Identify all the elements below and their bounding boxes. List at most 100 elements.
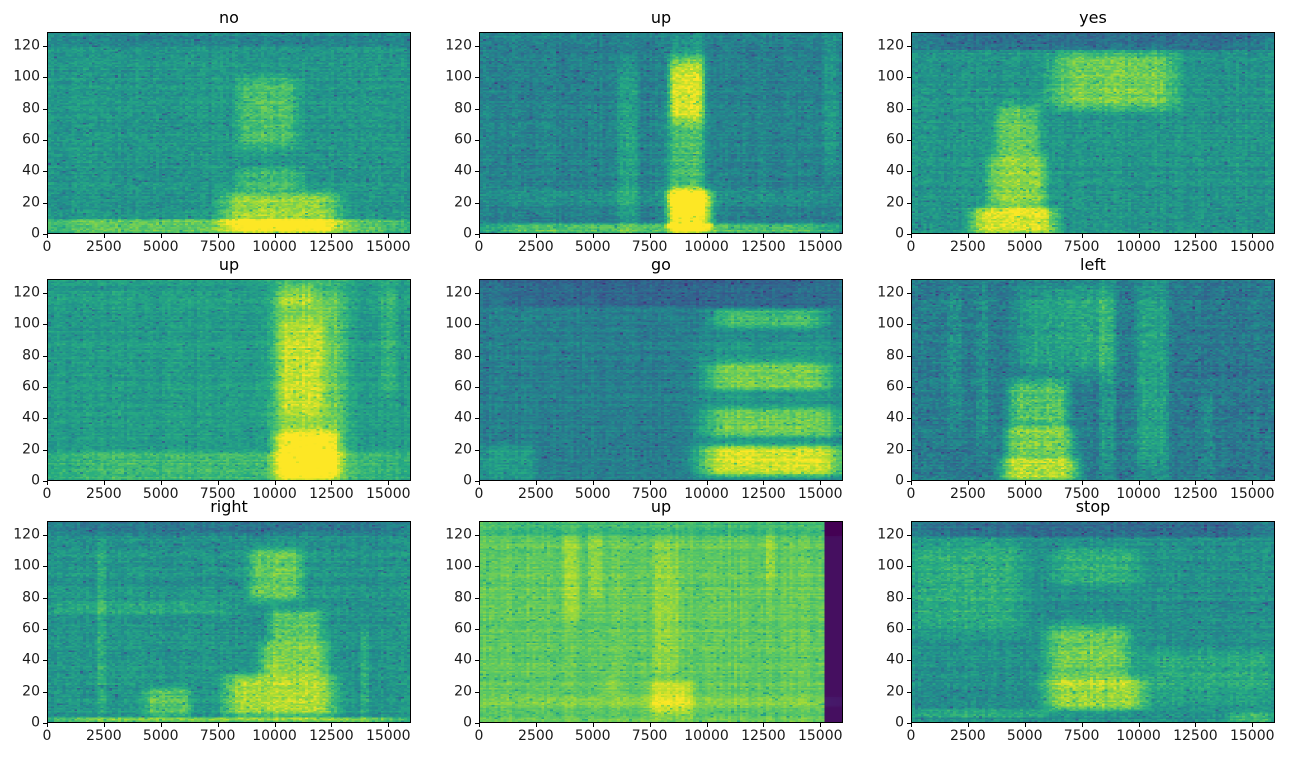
axes-frame <box>911 521 1275 723</box>
y-tick-label: 40 <box>454 162 472 179</box>
x-tick-label: 15000 <box>365 728 411 744</box>
x-tick-mark <box>160 481 162 485</box>
x-tick-mark <box>967 723 969 727</box>
axes-frame <box>479 279 843 481</box>
y-tick-label: 0 <box>31 225 40 242</box>
x-tick-label: 15000 <box>365 486 411 502</box>
x-tick-label: 7500 <box>631 486 668 502</box>
x-tick-mark <box>649 481 651 485</box>
x-tick-label: 0 <box>474 728 484 744</box>
x-tick-label: 10000 <box>1116 486 1161 502</box>
y-tick-mark <box>475 449 479 451</box>
x-tick-label: 5000 <box>574 486 611 502</box>
y-tick-label: 0 <box>31 472 40 489</box>
y-tick-label: 120 <box>13 526 40 543</box>
y-tick-label: 40 <box>22 162 40 179</box>
y-tick-mark <box>907 629 911 631</box>
x-tick-mark <box>388 481 390 485</box>
x-tick-label: 7500 <box>631 239 668 255</box>
y-tick-label: 120 <box>13 37 40 54</box>
spectrogram-image <box>912 280 1274 480</box>
y-tick-label: 60 <box>886 378 904 395</box>
x-tick-label: 0 <box>906 239 916 255</box>
x-tick-label: 2500 <box>86 728 122 744</box>
y-tick-label: 120 <box>445 526 472 543</box>
x-tick-label: 12500 <box>1173 486 1218 502</box>
y-tick-label: 120 <box>13 284 40 301</box>
x-tick-label: 12500 <box>741 486 786 502</box>
subplot-3-up: up 0 2500 5000 7500 10000 12500 15000 0 20 40 60 80… <box>13 255 411 502</box>
y-tick-mark <box>43 535 47 537</box>
x-tick-mark <box>217 723 219 727</box>
subplot-4-go: go 0 2500 5000 7500 10000 12500 15000 0 20 40 60 80… <box>445 255 843 502</box>
x-tick-mark <box>535 481 537 485</box>
y-tick-label: 20 <box>886 194 904 211</box>
y-tick-label: 80 <box>22 100 40 117</box>
y-tick-label: 80 <box>886 347 904 364</box>
x-tick-label: 0 <box>42 239 52 255</box>
x-tick-mark <box>47 723 48 727</box>
x-tick-label: 2500 <box>518 728 554 744</box>
x-tick-mark <box>706 481 708 485</box>
x-tick-mark <box>592 723 594 727</box>
y-tick-mark <box>475 202 479 204</box>
y-tick-label: 80 <box>22 589 40 606</box>
y-tick-label: 80 <box>886 100 904 117</box>
x-tick-label: 0 <box>42 728 52 744</box>
x-tick-mark <box>820 723 822 727</box>
y-tick-label: 120 <box>877 37 904 54</box>
subplot-5-left: left 0 2500 5000 7500 10000 12500 15000 0 20 40 60… <box>877 255 1275 502</box>
x-tick-label: 2500 <box>86 239 122 255</box>
x-tick-label: 0 <box>42 486 52 502</box>
x-tick-label: 12500 <box>309 239 354 255</box>
y-tick-label: 100 <box>445 315 472 332</box>
y-tick-label: 80 <box>22 347 40 364</box>
y-tick-label: 120 <box>877 526 904 543</box>
y-tick-mark <box>43 660 47 662</box>
x-tick-mark <box>47 481 48 485</box>
y-tick-mark <box>475 387 479 389</box>
x-tick-label: 2500 <box>86 486 122 502</box>
x-tick-label: 7500 <box>199 486 236 502</box>
x-tick-label: 0 <box>906 486 916 502</box>
x-tick-mark <box>967 481 969 485</box>
y-tick-label: 100 <box>13 315 40 332</box>
y-tick-mark <box>907 202 911 204</box>
x-tick-label: 7500 <box>199 728 236 744</box>
y-tick-label: 60 <box>886 131 904 148</box>
y-tick-label: 20 <box>454 441 472 458</box>
subplot-7-up: up 0 2500 5000 7500 10000 12500 15000 0 20 40 60 80… <box>445 497 843 744</box>
y-tick-label: 0 <box>895 225 904 242</box>
y-tick-mark <box>43 234 47 235</box>
x-tick-label: 7500 <box>1063 486 1100 502</box>
subplot-6-right: right 0 2500 5000 7500 10000 12500 15000 0 20 40 6… <box>13 497 411 744</box>
subplot-title: left <box>1080 255 1106 274</box>
y-tick-label: 20 <box>886 441 904 458</box>
y-tick-mark <box>907 140 911 142</box>
axes-frame <box>911 279 1275 481</box>
y-tick-label: 100 <box>877 557 904 574</box>
x-tick-label: 0 <box>906 728 916 744</box>
x-tick-mark <box>331 234 333 238</box>
y-tick-mark <box>43 202 47 204</box>
x-tick-mark <box>911 234 912 238</box>
x-tick-label: 15000 <box>797 486 843 502</box>
x-tick-mark <box>388 234 390 238</box>
y-tick-label: 40 <box>886 409 904 426</box>
x-tick-label: 7500 <box>631 728 668 744</box>
subplot-2-yes: yes 0 2500 5000 7500 10000 12500 15000 0 20 40 60 8… <box>877 8 1275 255</box>
x-tick-mark <box>47 234 48 238</box>
x-tick-mark <box>592 234 594 238</box>
y-tick-label: 0 <box>895 714 904 731</box>
x-tick-label: 2500 <box>518 486 554 502</box>
x-tick-mark <box>1252 234 1254 238</box>
spectrogram-image <box>48 280 410 480</box>
x-tick-mark <box>331 481 333 485</box>
y-tick-label: 40 <box>886 651 904 668</box>
y-tick-mark <box>907 234 911 235</box>
x-tick-label: 12500 <box>741 728 786 744</box>
subplot-title: yes <box>1079 8 1107 27</box>
y-tick-mark <box>475 597 479 599</box>
y-tick-mark <box>907 660 911 662</box>
y-tick-label: 100 <box>877 315 904 332</box>
